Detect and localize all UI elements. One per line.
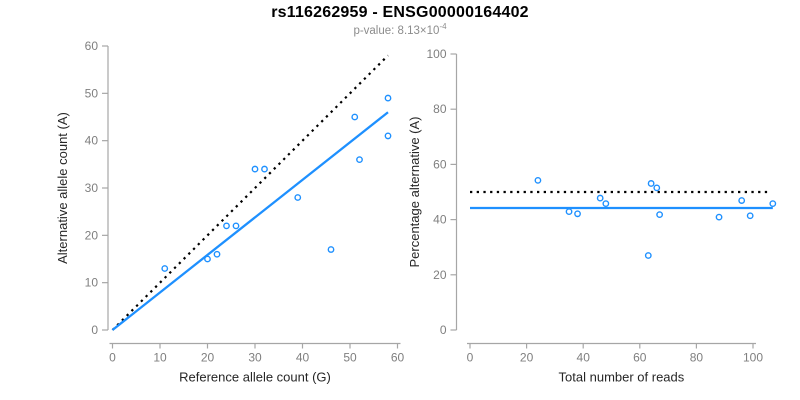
x-tick-label: 20 [520, 351, 534, 365]
data-point [565, 208, 573, 215]
identity-line [111, 54, 389, 331]
x-tick-label: 60 [633, 351, 647, 365]
x-tick-label: 30 [248, 351, 262, 365]
x-tick-label: 10 [153, 351, 167, 365]
y-tick-label: 80 [433, 102, 447, 116]
y-tick-label: 20 [85, 228, 99, 242]
data-point [596, 194, 604, 202]
x-axis-title: Total number of reads [559, 370, 685, 385]
y-tick-label: 30 [85, 181, 99, 195]
data-point [602, 200, 610, 207]
data-point [351, 113, 359, 121]
y-tick-label: 20 [433, 268, 447, 282]
y-axis-title: Alternative allele count (A) [55, 112, 70, 264]
y-tick-label: 0 [440, 323, 447, 337]
fit-line [111, 111, 389, 331]
data-point [644, 252, 652, 259]
data-point [294, 194, 302, 201]
data-point [327, 246, 335, 253]
data-point [251, 165, 259, 173]
x-tick-label: 40 [296, 351, 310, 365]
y-tick-label: 60 [85, 39, 99, 53]
y-tick-label: 40 [85, 134, 99, 148]
data-point [647, 180, 655, 187]
y-tick-label: 10 [85, 276, 99, 290]
data-point [204, 255, 211, 263]
data-point [746, 212, 754, 220]
data-point [356, 156, 363, 164]
data-point [715, 213, 723, 221]
x-tick-label: 40 [577, 351, 591, 365]
x-tick-label: 80 [690, 351, 704, 365]
figure-subtitle: p-value: 8.13×10-4 [0, 22, 800, 37]
y-tick-label: 0 [91, 323, 98, 337]
data-point [161, 265, 169, 272]
y-axis-title: Percentage alternative (A) [407, 116, 422, 267]
pvalue-text: p-value: 8.13×10 [353, 24, 440, 37]
data-point [232, 222, 240, 230]
y-tick-label: 60 [433, 157, 447, 171]
x-tick-label: 0 [109, 351, 116, 365]
data-point [213, 250, 221, 258]
data-point [261, 165, 268, 173]
data-point [534, 177, 542, 184]
data-point [738, 197, 746, 204]
x-axis-title: Reference allele count (G) [179, 370, 331, 385]
data-point [656, 211, 664, 219]
x-tick-label: 60 [391, 351, 405, 365]
y-tick-label: 50 [85, 86, 99, 100]
data-point [574, 210, 581, 218]
data-point [384, 94, 392, 102]
figure-title: rs116262959 - ENSG00000164402 [271, 4, 529, 21]
data-point [223, 222, 230, 230]
pvalue-exponent: -4 [439, 22, 447, 31]
y-tick-label: 40 [433, 213, 447, 227]
x-tick-label: 50 [343, 351, 357, 365]
data-point [384, 132, 392, 140]
x-tick-label: 100 [743, 351, 763, 365]
x-tick-label: 0 [467, 351, 474, 365]
data-point [653, 184, 661, 192]
y-tick-label: 100 [426, 47, 446, 61]
data-point [769, 200, 777, 207]
x-tick-label: 20 [201, 351, 215, 365]
